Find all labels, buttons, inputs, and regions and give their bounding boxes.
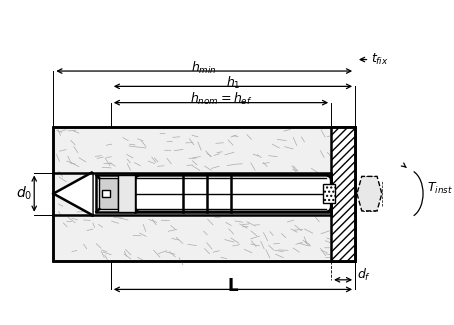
Bar	[323, 184, 335, 203]
Bar	[102, 190, 110, 198]
Polygon shape	[54, 173, 92, 215]
Bar	[118, 176, 135, 212]
Bar	[92, 173, 331, 215]
Polygon shape	[357, 176, 382, 211]
Text: $h_1$: $h_1$	[226, 75, 240, 91]
Text: $T_{inst}$: $T_{inst}$	[427, 181, 453, 196]
Bar	[331, 126, 355, 261]
Bar	[96, 176, 135, 212]
Bar	[135, 176, 331, 212]
Text: $t_{fix}$: $t_{fix}$	[371, 52, 389, 67]
Bar	[54, 126, 355, 261]
Text: $h_{nom} = h_{ef}$: $h_{nom} = h_{ef}$	[190, 91, 252, 108]
Bar	[99, 178, 118, 209]
Text: $d_f$: $d_f$	[357, 266, 371, 283]
Text: $d_0$: $d_0$	[16, 185, 32, 202]
Text: $h_{min}$: $h_{min}$	[191, 60, 217, 76]
Text: L: L	[227, 277, 238, 295]
Bar	[54, 126, 355, 261]
FancyBboxPatch shape	[135, 176, 331, 212]
